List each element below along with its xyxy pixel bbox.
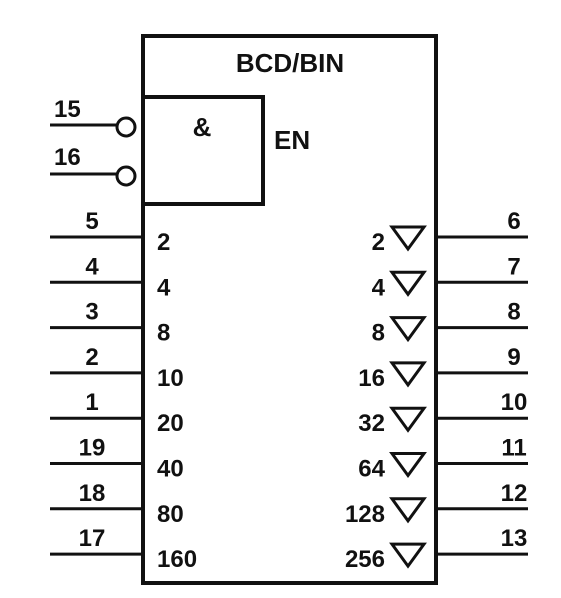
open-collector-triangle-icon	[389, 270, 427, 297]
open-collector-triangle-icon	[389, 497, 427, 524]
input-pin-number: 3	[85, 299, 98, 326]
input-weight-label: 40	[157, 456, 184, 483]
converter-block	[141, 34, 438, 585]
output-pin-number: 13	[501, 525, 528, 552]
input-weight-label: 10	[157, 365, 184, 392]
input-weight-label: 2	[157, 229, 170, 256]
and-gate-box	[141, 95, 265, 206]
output-pin-number: 9	[507, 344, 520, 371]
open-collector-triangle-icon	[389, 452, 427, 479]
open-collector-triangle-icon	[389, 542, 427, 569]
output-pin-number: 11	[501, 435, 526, 462]
input-weight-label: 20	[157, 410, 184, 437]
input-weight-label: 8	[157, 320, 170, 347]
input-pins: 5 2 4 4 3 8 2 10 1 20 19 40 18 80 17 160	[50, 208, 197, 573]
input-pin-number: 17	[79, 525, 106, 552]
open-collector-triangle-icon	[389, 406, 427, 433]
output-weight-label: 64	[358, 456, 385, 483]
input-pin-number: 5	[85, 208, 98, 235]
enable-pin-15: 15	[54, 96, 81, 123]
enable-pin-16: 16	[54, 144, 81, 171]
output-weight-label: 32	[358, 410, 385, 437]
input-pin-number: 19	[79, 435, 106, 462]
output-weight-label: 8	[372, 320, 385, 347]
block-title: BCD/BIN	[236, 48, 344, 78]
input-pin-number: 18	[79, 480, 106, 507]
open-collector-triangle-icon	[389, 225, 427, 252]
output-weight-label: 256	[345, 546, 385, 573]
input-pin-number: 4	[85, 253, 99, 280]
input-pin-number: 1	[85, 389, 98, 416]
open-collector-triangle-icon	[389, 361, 427, 388]
output-pins: 6 2 7 4 8 8 9 16 10 32 11 64 12 128 13 256	[345, 208, 528, 573]
negation-bubble-16	[115, 165, 137, 187]
output-weight-label: 16	[358, 365, 385, 392]
input-weight-label: 160	[157, 546, 197, 573]
output-pin-number: 12	[501, 480, 528, 507]
output-pin-number: 6	[507, 208, 520, 235]
output-weight-label: 2	[372, 229, 385, 256]
input-weight-label: 80	[157, 501, 184, 528]
input-weight-label: 4	[157, 274, 171, 301]
enable-label: EN	[274, 125, 310, 155]
output-pin-number: 10	[501, 389, 528, 416]
negation-bubble-15	[115, 116, 137, 138]
output-weight-label: 4	[372, 274, 386, 301]
output-pin-number: 7	[507, 253, 520, 280]
open-collector-triangle-icon	[389, 316, 427, 343]
input-pin-number: 2	[85, 344, 98, 371]
and-gate-symbol: &	[193, 112, 212, 142]
output-pin-number: 8	[507, 299, 520, 326]
output-weight-label: 128	[345, 501, 385, 528]
